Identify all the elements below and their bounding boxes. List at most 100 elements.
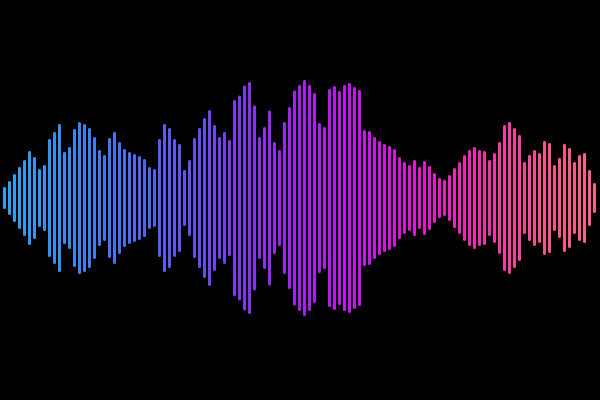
waveform-bar	[418, 167, 421, 229]
waveform-bar	[33, 157, 36, 239]
waveform-bar	[548, 143, 551, 253]
waveform-bar	[558, 158, 561, 238]
waveform-bar	[313, 93, 316, 303]
waveform-bar	[308, 85, 311, 311]
waveform-bar	[518, 135, 521, 261]
waveform-bar	[253, 105, 256, 291]
waveform-bar	[263, 127, 266, 269]
waveform-bar	[358, 90, 361, 306]
waveform-bar	[458, 162, 461, 234]
waveform-bar	[228, 140, 231, 256]
waveform-bar	[538, 153, 541, 243]
waveform-bar	[218, 137, 221, 259]
waveform-bar	[523, 162, 526, 234]
waveform-bar	[63, 152, 66, 244]
waveform-bar	[43, 165, 46, 231]
waveform-bar	[318, 123, 321, 273]
waveform-bar	[238, 95, 241, 301]
waveform-bar	[243, 85, 246, 311]
waveform-bar	[573, 162, 576, 234]
waveform-bar	[383, 144, 386, 252]
waveform-bar	[88, 128, 91, 268]
waveform-bar	[223, 132, 226, 264]
waveform-bar	[298, 85, 301, 311]
waveform-bar	[583, 153, 586, 243]
waveform-bar	[98, 150, 101, 246]
waveform-bar	[288, 107, 291, 289]
waveform-bars	[3, 80, 596, 316]
waveform-bar	[233, 100, 236, 296]
waveform-bar	[423, 161, 426, 235]
waveform-bar	[23, 160, 26, 236]
waveform-bar	[153, 169, 156, 227]
waveform-bar	[338, 91, 341, 305]
waveform-bar	[328, 89, 331, 307]
waveform-bar	[428, 166, 431, 230]
waveform-bar	[448, 175, 451, 221]
waveform-bar	[183, 170, 186, 226]
waveform-bar	[138, 156, 141, 240]
waveform-bar	[158, 139, 161, 257]
waveform-bar	[203, 118, 206, 278]
waveform-bar	[563, 144, 566, 252]
waveform-bar	[28, 151, 31, 245]
waveform-bar	[348, 83, 351, 313]
waveform-bar	[48, 139, 51, 257]
waveform-bar	[593, 183, 596, 213]
waveform-bar	[363, 130, 366, 266]
waveform-bar	[378, 141, 381, 255]
waveform-bar	[498, 142, 501, 254]
waveform-bar	[123, 149, 126, 247]
waveform-bar	[533, 150, 536, 246]
waveform-bar	[198, 128, 201, 268]
waveform-bar	[58, 124, 61, 272]
waveform-bar	[188, 160, 191, 236]
waveform-bar	[373, 137, 376, 259]
waveform-bar	[483, 151, 486, 245]
waveform-bar	[513, 128, 516, 268]
waveform-bar	[133, 154, 136, 242]
waveform-bar	[248, 82, 251, 314]
waveform-bar	[83, 124, 86, 272]
waveform-bar	[368, 131, 371, 265]
waveform-bar	[53, 132, 56, 264]
waveform-bar	[68, 147, 71, 249]
waveform-bar	[393, 149, 396, 247]
waveform-bar	[213, 125, 216, 271]
waveform-bar	[118, 142, 121, 254]
waveform-bar	[353, 87, 356, 309]
waveform-bar	[293, 90, 296, 306]
waveform-bar	[128, 152, 131, 244]
waveform-bar	[108, 138, 111, 258]
waveform-bar	[168, 128, 171, 268]
waveform-bar	[8, 181, 11, 215]
waveform-bar	[528, 155, 531, 241]
waveform-bar	[408, 165, 411, 231]
waveform-bar	[13, 174, 16, 222]
waveform-bar	[553, 165, 556, 231]
waveform-bar	[3, 187, 6, 209]
waveform-bar	[568, 148, 571, 248]
waveform-bar	[18, 167, 21, 229]
waveform-bar	[193, 138, 196, 258]
waveform-bar	[398, 157, 401, 239]
waveform-bar	[438, 178, 441, 218]
waveform-bar	[273, 142, 276, 254]
waveform-bar	[543, 141, 546, 255]
waveform-bar	[73, 129, 76, 267]
waveform-bar	[588, 170, 591, 226]
waveform-bar	[143, 159, 146, 237]
waveform-bar	[323, 127, 326, 269]
waveform-bar	[178, 144, 181, 252]
waveform-bar	[163, 124, 166, 272]
waveform-bar	[508, 122, 511, 274]
waveform-bar	[453, 168, 456, 228]
waveform-bar	[443, 180, 446, 216]
waveform-bar	[258, 137, 261, 259]
waveform-bar	[113, 132, 116, 264]
waveform-bar	[208, 110, 211, 286]
waveform-bar	[343, 85, 346, 311]
waveform-bar	[283, 122, 286, 274]
